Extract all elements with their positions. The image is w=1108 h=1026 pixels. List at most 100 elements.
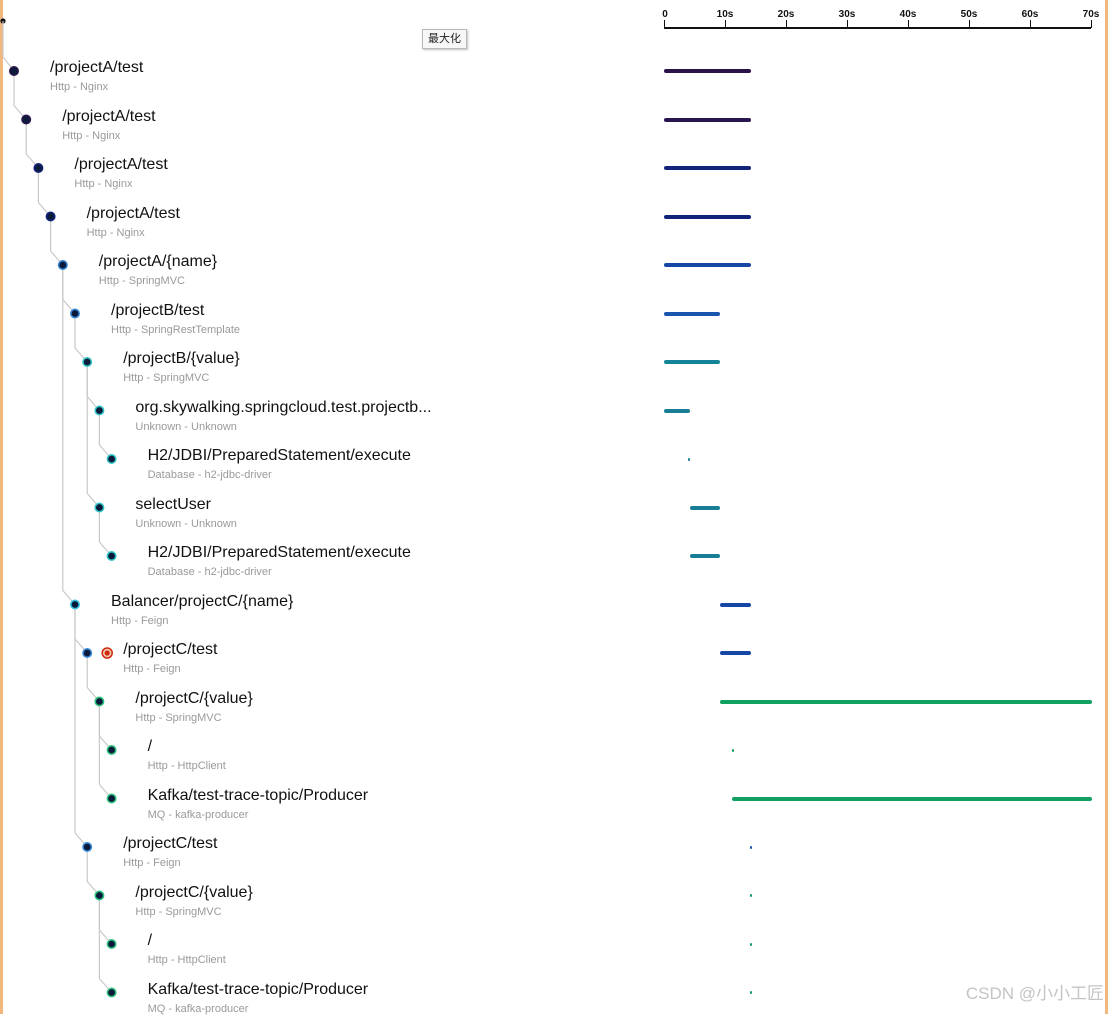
span-title: H2/JDBI/PreparedStatement/execute — [147, 544, 411, 561]
span-node — [82, 356, 93, 367]
span-row[interactable]: /projectA/test Http - Nginx — [50, 58, 610, 104]
span-duration-bar[interactable] — [664, 360, 721, 364]
span-component: Http - Feign — [123, 663, 181, 675]
axis-tick-label: 40s — [899, 9, 917, 20]
span-component: Database - h2-jdbc-driver — [147, 566, 272, 578]
axis-tick — [663, 20, 665, 28]
span-component: Http - SpringMVC — [98, 275, 185, 287]
span-duration-bar[interactable] — [750, 942, 752, 946]
span-duration-bar[interactable] — [688, 457, 691, 461]
span-duration-bar[interactable] — [664, 408, 690, 413]
span-duration-bar[interactable] — [689, 554, 721, 558]
span-duration-bar[interactable] — [664, 117, 752, 122]
axis-tick — [968, 20, 970, 28]
span-title: Balancer/projectC/{name} — [111, 592, 294, 610]
span-duration-bar[interactable] — [720, 602, 751, 607]
span-title: Kafka/test-trace-topic/Producer — [147, 980, 369, 998]
span-title: / — [147, 738, 153, 755]
axis-tick — [785, 20, 787, 28]
span-node — [45, 211, 56, 222]
span-component: Http - SpringMVC — [135, 905, 222, 918]
span-duration-bar[interactable] — [750, 845, 752, 849]
span-row[interactable]: /projectB/test Http - SpringRestTemplate — [111, 301, 671, 347]
maximize-tooltip: 最大化 — [422, 29, 467, 49]
axis-tick-label: 30s — [838, 9, 856, 20]
span-row[interactable]: /projectA/test Http - Nginx — [87, 204, 647, 250]
span-component: Database - h2-jdbc-driver — [147, 469, 272, 481]
span-title: /projectC/test — [123, 641, 218, 658]
span-node — [94, 696, 105, 707]
span-duration-bar[interactable] — [750, 991, 752, 994]
span-duration-bar[interactable] — [732, 748, 735, 752]
span-component: Http - SpringRestTemplate — [111, 323, 240, 336]
span-title: / — [147, 932, 153, 949]
window-frame-left — [0, 0, 3, 1014]
span-row[interactable]: /projectC/{value} Http - SpringMVC — [135, 689, 695, 735]
span-node — [33, 163, 44, 174]
span-row[interactable]: /projectA/test Http - Nginx — [74, 155, 634, 201]
span-duration-bar[interactable] — [664, 214, 752, 219]
span-title: H2/JDBI/PreparedStatement/execute — [147, 447, 411, 464]
span-node — [106, 938, 117, 949]
span-duration-bar[interactable] — [664, 69, 752, 73]
span-row[interactable]: /projectA/test Http - Nginx — [62, 107, 622, 153]
span-node — [57, 259, 68, 270]
span-node — [94, 502, 105, 513]
span-title: /projectA/test — [50, 59, 144, 76]
span-duration-bar[interactable] — [720, 699, 1093, 704]
span-component: Http - HttpClient — [147, 954, 226, 966]
span-title: org.skywalking.springcloud.test.projectb… — [135, 398, 432, 416]
span-duration-bar[interactable] — [664, 311, 721, 316]
span-duration-bar[interactable] — [689, 505, 721, 510]
axis-tick — [846, 20, 848, 28]
span-duration-bar[interactable] — [664, 263, 752, 267]
span-node — [106, 793, 117, 804]
span-row[interactable]: H2/JDBI/PreparedStatement/execute Databas… — [148, 543, 708, 589]
span-component: Http - Nginx — [74, 178, 133, 190]
span-title: /projectC/{value} — [135, 689, 253, 707]
span-row[interactable]: org.skywalking.springcloud.test.projectb… — [135, 398, 695, 444]
span-row[interactable]: selectUser Unknown - Unknown — [135, 495, 695, 541]
span-node — [70, 599, 81, 610]
span-row[interactable]: Kafka/test-trace-topic/Producer MQ - kafk… — [148, 786, 708, 832]
span-row[interactable]: Kafka/test-trace-topic/Producer MQ - kafk… — [148, 980, 708, 1026]
axis-tick-label: 50s — [960, 9, 978, 20]
span-row[interactable]: /projectC/test Http - Feign — [123, 834, 683, 880]
window-frame-right — [1105, 0, 1108, 1014]
axis-tick — [1029, 20, 1031, 28]
span-node — [94, 405, 105, 416]
span-row[interactable]: /projectA/{name} Http - SpringMVC — [99, 252, 659, 298]
span-component: Http - HttpClient — [147, 760, 226, 772]
span-row[interactable]: / Http - HttpClient — [148, 737, 708, 783]
span-node — [106, 987, 117, 998]
span-duration-bar[interactable] — [732, 796, 1093, 801]
span-node — [82, 647, 93, 658]
span-row[interactable]: / Http - HttpClient — [148, 931, 708, 977]
span-row[interactable]: /projectC/test Http - Feign — [123, 640, 683, 686]
watermark: CSDN @小小工匠 — [965, 984, 1104, 1003]
span-row[interactable]: H2/JDBI/PreparedStatement/execute Databas… — [148, 446, 708, 492]
span-title: /projectB/{value} — [123, 350, 240, 367]
span-row[interactable]: /projectB/{value} Http - SpringMVC — [123, 349, 683, 395]
span-title: /projectC/test — [123, 835, 218, 852]
axis-tick — [1090, 20, 1092, 28]
span-component: Http - SpringMVC — [135, 711, 222, 724]
span-duration-bar[interactable] — [720, 651, 751, 655]
span-component: MQ - kafka-producer — [147, 808, 249, 821]
span-node — [9, 66, 19, 77]
axis-tick-label: 20s — [777, 9, 795, 20]
span-title: /projectA/test — [62, 107, 156, 125]
span-row[interactable]: Balancer/projectC/{name} Http - Feign — [111, 592, 671, 638]
error-marker-core — [104, 650, 110, 656]
time-axis-line — [664, 27, 1091, 29]
span-row[interactable]: /projectC/{value} Http - SpringMVC — [135, 883, 695, 929]
axis-tick-label: 60s — [1021, 9, 1039, 20]
span-component: Http - Feign — [123, 857, 181, 869]
span-node — [106, 550, 117, 561]
span-duration-bar[interactable] — [750, 894, 752, 897]
span-duration-bar[interactable] — [664, 166, 752, 170]
span-title: /projectB/test — [111, 301, 205, 319]
span-title: /projectC/{value} — [135, 883, 253, 901]
span-title: Kafka/test-trace-topic/Producer — [147, 786, 369, 804]
span-node — [21, 114, 32, 125]
